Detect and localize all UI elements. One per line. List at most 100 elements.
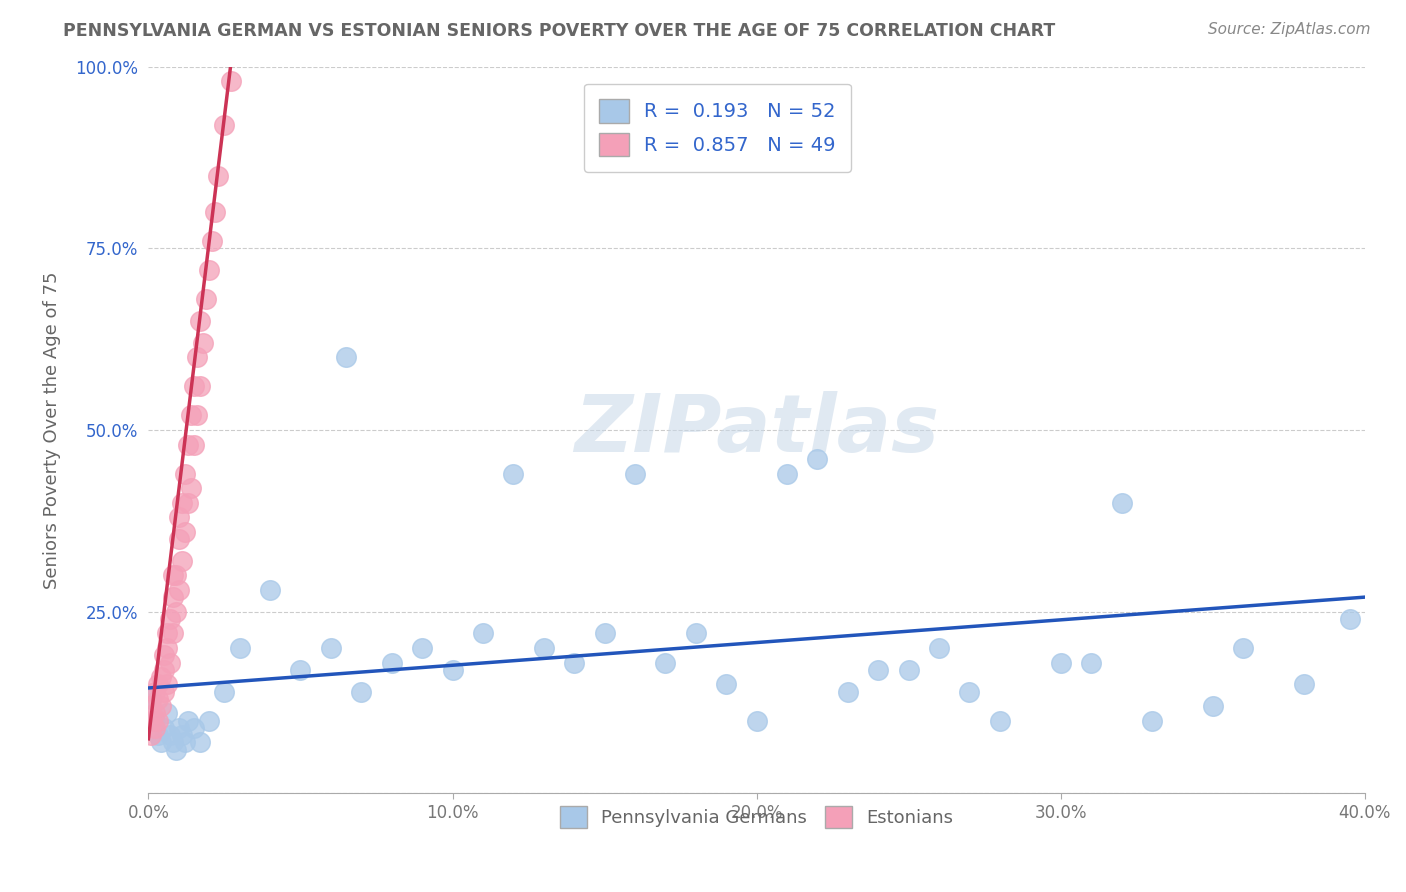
Point [143, 721, 166, 735]
Point [156, 626, 179, 640]
Point [174, 735, 197, 749]
Point [685, 626, 707, 640]
Point [183, 437, 205, 451]
Point [806, 452, 828, 467]
Point [149, 735, 172, 749]
Point [167, 582, 190, 597]
Point [149, 699, 172, 714]
Point [170, 496, 193, 510]
Point [776, 467, 799, 481]
Point [335, 351, 357, 365]
Point [167, 721, 190, 735]
Point [165, 568, 187, 582]
Point [152, 721, 174, 735]
Point [159, 656, 181, 670]
Point [214, 118, 236, 132]
Point [167, 532, 190, 546]
Point [177, 714, 200, 728]
Point [141, 728, 163, 742]
Point [533, 640, 555, 655]
Point [1049, 656, 1071, 670]
Point [159, 612, 181, 626]
Point [149, 670, 172, 684]
Point [156, 706, 179, 721]
Point [165, 743, 187, 757]
Point [156, 640, 179, 655]
Point [177, 437, 200, 451]
Legend: Pennsylvania Germans, Estonians: Pennsylvania Germans, Estonians [553, 798, 960, 835]
Point [1232, 640, 1254, 655]
Point [141, 714, 163, 728]
Point [868, 663, 890, 677]
Point [162, 568, 184, 582]
Point [1080, 656, 1102, 670]
Point [1339, 612, 1361, 626]
Point [259, 582, 281, 597]
Point [159, 728, 181, 742]
Point [143, 684, 166, 698]
Point [146, 728, 169, 742]
Point [198, 263, 221, 277]
Point [745, 714, 768, 728]
Point [441, 663, 464, 677]
Point [207, 169, 229, 183]
Point [350, 684, 373, 698]
Point [471, 626, 494, 640]
Point [162, 590, 184, 604]
Point [1202, 699, 1225, 714]
Point [654, 656, 676, 670]
Point [195, 292, 218, 306]
Point [214, 684, 236, 698]
Point [186, 351, 208, 365]
Point [201, 234, 224, 248]
Point [141, 691, 163, 706]
Point [141, 699, 163, 714]
Point [624, 467, 647, 481]
Point [198, 714, 221, 728]
Point [162, 735, 184, 749]
Point [146, 691, 169, 706]
Point [319, 640, 342, 655]
Point [174, 467, 197, 481]
Point [411, 640, 433, 655]
Point [165, 605, 187, 619]
Point [204, 205, 226, 219]
Point [837, 684, 859, 698]
Point [897, 663, 920, 677]
Point [716, 677, 738, 691]
Point [562, 656, 585, 670]
Point [381, 656, 404, 670]
Text: ZIPatlas: ZIPatlas [574, 391, 939, 469]
Point [180, 409, 202, 423]
Point [186, 409, 208, 423]
Point [219, 74, 242, 88]
Point [162, 626, 184, 640]
Point [152, 648, 174, 663]
Point [1140, 714, 1163, 728]
Point [928, 640, 950, 655]
Point [174, 524, 197, 539]
Point [188, 314, 211, 328]
Point [1111, 496, 1133, 510]
Point [959, 684, 981, 698]
Point [152, 684, 174, 698]
Point [502, 467, 524, 481]
Point [183, 721, 205, 735]
Point [143, 714, 166, 728]
Text: Source: ZipAtlas.com: Source: ZipAtlas.com [1208, 22, 1371, 37]
Point [593, 626, 616, 640]
Point [188, 379, 211, 393]
Point [290, 663, 312, 677]
Point [180, 481, 202, 495]
Y-axis label: Seniors Poverty Over the Age of 75: Seniors Poverty Over the Age of 75 [44, 271, 60, 589]
Point [152, 663, 174, 677]
Point [177, 496, 200, 510]
Point [188, 735, 211, 749]
Point [143, 706, 166, 721]
Point [988, 714, 1011, 728]
Point [156, 677, 179, 691]
Text: PENNSYLVANIA GERMAN VS ESTONIAN SENIORS POVERTY OVER THE AGE OF 75 CORRELATION C: PENNSYLVANIA GERMAN VS ESTONIAN SENIORS … [63, 22, 1056, 40]
Point [167, 510, 190, 524]
Point [146, 714, 169, 728]
Point [170, 728, 193, 742]
